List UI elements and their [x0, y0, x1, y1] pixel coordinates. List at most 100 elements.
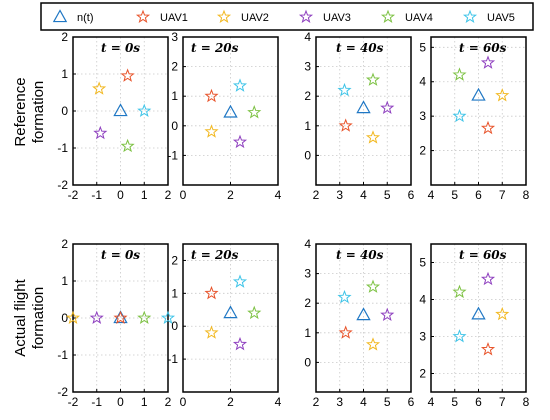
y-tick-label: 2	[419, 144, 426, 158]
point-uav2	[495, 88, 510, 102]
row-label-reference-line1: Reference	[12, 77, 29, 146]
legend-box	[40, 2, 534, 31]
x-tick-label: 5	[451, 188, 458, 202]
subplot-title: t = 20s	[191, 41, 239, 55]
point-uav4	[365, 72, 381, 86]
x-tick-label: 1	[141, 188, 148, 202]
x-tick-label: 4	[428, 395, 435, 409]
axes-frame	[315, 36, 412, 186]
y-tick-label: 2	[304, 89, 311, 103]
y-tick-label: 2	[171, 253, 178, 267]
point-uav3	[480, 271, 496, 286]
y-tick-label: 2	[304, 296, 311, 310]
legend-label-uav3: UAV3	[323, 12, 351, 24]
point-n-t	[223, 104, 238, 118]
x-tick-label: 4	[428, 188, 435, 202]
y-tick-label: -2	[57, 178, 68, 192]
point-n-t	[113, 310, 128, 324]
x-tick-label: 5	[384, 188, 391, 202]
axes-frame	[315, 243, 412, 393]
point-uav1	[204, 285, 219, 300]
y-tick-label: 1	[171, 89, 178, 103]
point-n-t	[113, 103, 128, 117]
x-tick-label: -1	[91, 395, 102, 409]
axes-frame	[430, 243, 527, 393]
y-tick-label: 5	[419, 40, 426, 54]
point-uav3	[380, 100, 395, 115]
point-uav3	[93, 125, 108, 140]
legend: n(t) UAV1 UAV2 UAV3 UAV4 UAV5	[40, 2, 534, 31]
point-n-t	[356, 100, 371, 114]
x-tick-label: 4	[360, 188, 367, 202]
x-tick-label: 7	[499, 395, 506, 409]
y-tick-label: 3	[419, 330, 426, 344]
point-uav1	[113, 310, 128, 325]
point-uav2	[65, 310, 81, 325]
point-uav4	[365, 279, 381, 293]
x-tick-label: -2	[68, 188, 79, 202]
subplot-title: t = 60s	[459, 248, 507, 262]
point-uav4	[137, 310, 152, 325]
y-tick-label: 0	[171, 319, 178, 333]
axes-frame	[182, 36, 279, 186]
point-uav1	[480, 342, 496, 356]
point-uav4	[452, 67, 467, 81]
y-tick-label: 2	[61, 30, 68, 44]
legend-marker-uav3	[298, 9, 314, 24]
y-tick-label: 5	[419, 256, 426, 270]
point-uav5	[232, 274, 248, 288]
legend-marker-uav5	[462, 9, 478, 24]
y-tick-label: 4	[419, 75, 426, 89]
subplot-4: 4 5 6 7 8 2 3 4 5 t = 60s	[419, 36, 530, 202]
y-tick-label: 2	[419, 367, 426, 381]
y-tick-label: -1	[57, 141, 68, 155]
x-tick-label: 2	[227, 395, 234, 409]
point-uav1	[338, 118, 353, 132]
subplot-title: t = 0s	[101, 41, 140, 55]
y-tick-label: 3	[419, 109, 426, 123]
x-tick-label: 8	[523, 395, 530, 409]
x-tick-label: 0	[117, 188, 124, 202]
x-tick-label: 2	[165, 188, 172, 202]
point-n-t	[223, 305, 238, 319]
point-uav5	[337, 289, 352, 304]
legend-marker-n-t	[52, 9, 68, 23]
y-tick-label: -1	[57, 348, 68, 362]
y-tick-label: 3	[304, 60, 311, 74]
subplot-8: 4 5 6 7 8 2 3 4 5 t = 60s	[419, 243, 530, 409]
legend-marker-uav1	[135, 9, 151, 24]
y-tick-label: 0	[304, 355, 311, 369]
y-tick-label: -1	[167, 148, 178, 162]
point-uav2	[92, 81, 107, 95]
row-label-reference-line2: formation	[30, 81, 47, 144]
subplot-title: t = 0s	[101, 248, 140, 262]
x-tick-label: 6	[475, 395, 482, 409]
x-tick-label: 0	[180, 395, 187, 409]
subplot-title: t = 60s	[459, 41, 507, 55]
point-uav1	[480, 120, 496, 135]
legend-label-n-t: n(t)	[77, 12, 94, 24]
point-uav5	[160, 310, 176, 325]
x-tick-label: 2	[227, 188, 234, 202]
x-tick-label: 6	[475, 188, 482, 202]
subplot-1: -2 -1 0 1 2 -2 -1 0 1 2 t = 0s	[57, 30, 171, 202]
legend-label-uav2: UAV2	[241, 12, 269, 24]
y-tick-label: 2	[61, 237, 68, 251]
x-tick-label: 4	[360, 395, 367, 409]
point-uav4	[120, 138, 135, 153]
point-uav2	[365, 337, 381, 351]
y-tick-label: 1	[61, 67, 68, 81]
point-uav3	[380, 307, 395, 322]
point-n-t	[471, 87, 486, 101]
x-tick-label: 2	[313, 395, 320, 409]
x-tick-label: 3	[336, 188, 343, 202]
subplot-3: 2 3 4 5 6 0 1 2 3 4 t = 40s	[304, 30, 414, 202]
x-tick-label: 6	[408, 188, 415, 202]
point-uav2	[204, 124, 219, 138]
x-tick-label: 7	[499, 188, 506, 202]
y-tick-label: 0	[304, 148, 311, 162]
point-uav5	[452, 108, 467, 123]
